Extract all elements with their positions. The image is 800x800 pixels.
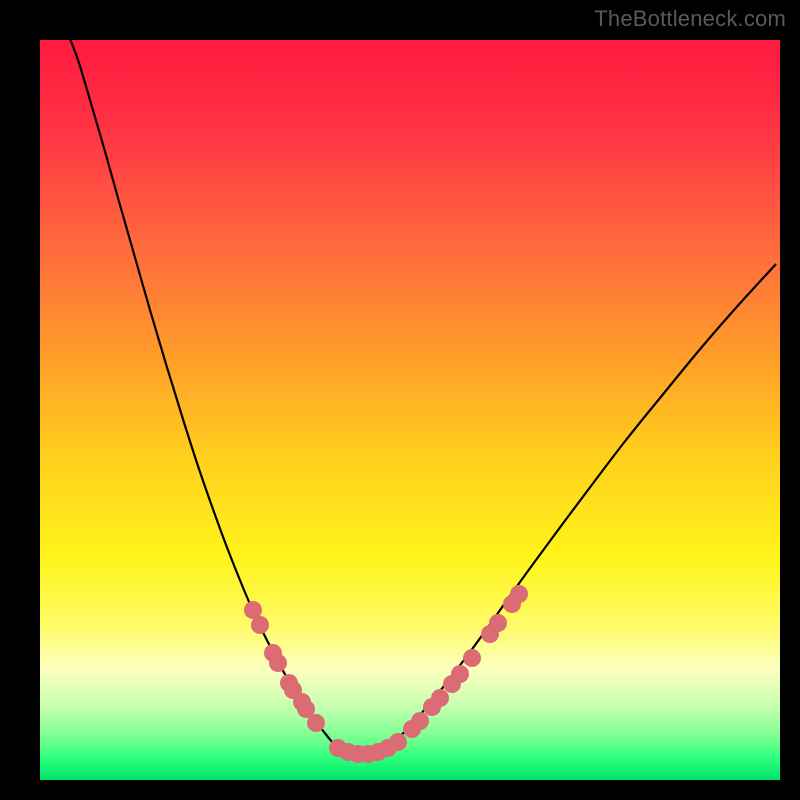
watermark-text: TheBottleneck.com	[594, 6, 786, 32]
marker-right	[451, 665, 469, 683]
marker-left	[307, 714, 325, 732]
marker-right	[510, 585, 528, 603]
plot-background	[40, 40, 780, 780]
marker-right	[463, 649, 481, 667]
marker-right	[431, 689, 449, 707]
marker-right	[489, 614, 507, 632]
bottleneck-chart	[0, 0, 800, 800]
marker-right	[411, 712, 429, 730]
marker-left	[269, 654, 287, 672]
marker-left	[251, 616, 269, 634]
marker-bottom	[389, 733, 407, 751]
